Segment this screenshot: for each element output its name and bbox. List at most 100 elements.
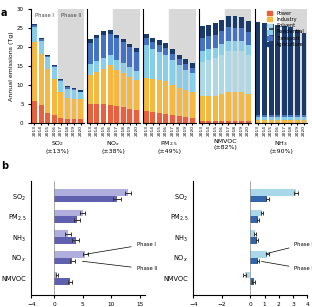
Bar (226, 27, 231, 41)
Bar (95, 61, 100, 72)
Bar (144, 38, 149, 45)
Bar (219, 121, 224, 122)
Bar (250, 189, 296, 196)
Bar (65, 98, 70, 119)
Bar (190, 68, 195, 73)
Bar (256, 117, 261, 120)
Bar (143, 9, 169, 122)
Bar (39, 39, 44, 41)
Bar (113, 9, 140, 122)
Bar (134, 52, 139, 71)
Bar (150, 79, 155, 112)
Bar (200, 26, 205, 37)
Bar (39, 37, 44, 39)
Bar (78, 91, 83, 92)
Bar (121, 63, 126, 73)
Bar (250, 210, 262, 216)
Legend: Power, Industry, Solvent, Residential, Transport, Agriculture: Power, Industry, Solvent, Residential, T… (267, 10, 305, 47)
Bar (200, 37, 205, 51)
Bar (246, 121, 251, 122)
Bar (269, 115, 274, 117)
Bar (121, 39, 126, 42)
Bar (206, 49, 211, 60)
Bar (275, 120, 280, 122)
Bar (183, 64, 188, 70)
Bar (32, 42, 37, 101)
Bar (87, 9, 113, 122)
Bar (183, 70, 188, 90)
Bar (269, 117, 274, 120)
X-axis label: NMVOC
(±82%): NMVOC (±82%) (213, 139, 237, 150)
X-axis label: SO$_2$
(±13%): SO$_2$ (±13%) (46, 139, 70, 154)
Bar (52, 67, 57, 79)
Bar (177, 59, 182, 65)
Bar (58, 81, 63, 91)
Bar (269, 24, 274, 115)
Bar (219, 94, 224, 121)
Bar (150, 37, 155, 42)
Bar (190, 118, 195, 122)
Bar (295, 117, 300, 120)
Bar (295, 30, 300, 115)
Bar (163, 48, 168, 55)
Bar (157, 45, 162, 52)
Bar (213, 48, 218, 58)
Bar (232, 51, 237, 92)
Bar (239, 92, 244, 121)
Bar (65, 87, 70, 88)
Bar (88, 75, 93, 104)
Bar (302, 120, 306, 122)
Bar (169, 9, 196, 122)
Bar (95, 72, 100, 104)
Bar (226, 41, 231, 51)
Bar (302, 33, 306, 115)
Bar (250, 278, 254, 285)
Bar (101, 104, 106, 122)
Bar (206, 121, 211, 122)
Bar (108, 105, 113, 122)
Bar (134, 71, 139, 80)
Bar (213, 121, 218, 122)
X-axis label: PM$_{2.5}$
(±49%): PM$_{2.5}$ (±49%) (157, 139, 181, 154)
Bar (58, 80, 63, 81)
Bar (302, 117, 306, 120)
Bar (190, 92, 195, 118)
Bar (190, 64, 195, 68)
Text: Phase II: Phase II (61, 13, 81, 17)
Bar (45, 57, 50, 69)
Bar (183, 90, 188, 117)
Bar (245, 272, 250, 278)
Bar (183, 59, 188, 64)
Bar (282, 120, 287, 122)
Bar (246, 21, 251, 32)
Bar (239, 51, 244, 92)
Bar (226, 92, 231, 121)
Bar (144, 45, 149, 78)
Bar (95, 34, 100, 38)
Bar (288, 27, 293, 115)
X-axis label: NO$_x$
(±38%): NO$_x$ (±38%) (101, 139, 125, 154)
Bar (150, 42, 155, 49)
Bar (54, 216, 77, 223)
Bar (52, 115, 57, 122)
Bar (232, 41, 237, 51)
Bar (232, 28, 237, 41)
Bar (163, 55, 168, 81)
Bar (108, 55, 113, 65)
Bar (250, 196, 267, 202)
Bar (58, 91, 63, 118)
Bar (170, 60, 175, 85)
Bar (95, 104, 100, 122)
Bar (226, 121, 231, 122)
Bar (213, 96, 218, 121)
Bar (78, 99, 83, 119)
Bar (52, 66, 57, 67)
Bar (101, 35, 106, 58)
Bar (262, 23, 267, 115)
Bar (170, 54, 175, 60)
Bar (239, 41, 244, 51)
Text: Phase I: Phase I (266, 242, 312, 254)
Bar (288, 120, 293, 122)
Bar (150, 112, 155, 122)
Text: a: a (1, 8, 7, 18)
